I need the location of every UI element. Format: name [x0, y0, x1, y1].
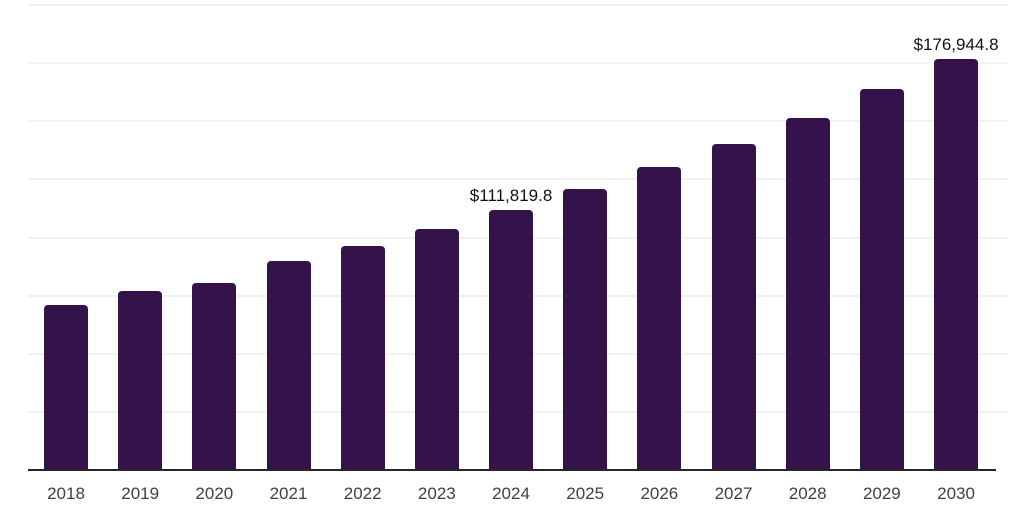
gridline-125000	[28, 178, 1008, 180]
value-label-2030: $176,944.8	[913, 35, 999, 54]
x-tick-label-2029: 2029	[862, 484, 901, 503]
x-tick-label-2026: 2026	[640, 484, 679, 503]
bar-2025	[563, 189, 607, 470]
x-tick-label-2020: 2020	[195, 484, 234, 503]
x-axis-line	[28, 469, 996, 471]
bar-2020	[192, 283, 236, 470]
bar-2027	[712, 144, 756, 470]
bar-2030	[934, 59, 978, 470]
x-tick-label-2023: 2023	[417, 484, 456, 503]
bar-2028	[786, 118, 830, 470]
value-label-2024: $111,819.8	[469, 186, 553, 205]
x-tick-label-2027: 2027	[714, 484, 753, 503]
gridline-175000	[28, 62, 1008, 64]
x-tick-label-2021: 2021	[269, 484, 308, 503]
gridline-200000	[28, 4, 1008, 6]
x-tick-label-2024: 2024	[492, 484, 530, 503]
bar-2022	[341, 246, 385, 470]
x-tick-label-2028: 2028	[788, 484, 827, 503]
bar-2019	[118, 291, 162, 470]
bar-2026	[637, 167, 681, 470]
x-tick-label-2018: 2018	[47, 484, 85, 503]
x-tick-label-2030: 2030	[937, 484, 975, 503]
bar-2021	[267, 261, 311, 470]
bar-2024	[489, 210, 533, 470]
x-tick-label-2025: 2025	[566, 484, 605, 503]
gridline-150000	[28, 120, 1008, 122]
bar-2029	[860, 89, 904, 470]
x-tick-label-2019: 2019	[121, 484, 160, 503]
bar-2023	[415, 229, 459, 470]
x-tick-label-2022: 2022	[343, 484, 382, 503]
bar-2018	[44, 305, 88, 470]
